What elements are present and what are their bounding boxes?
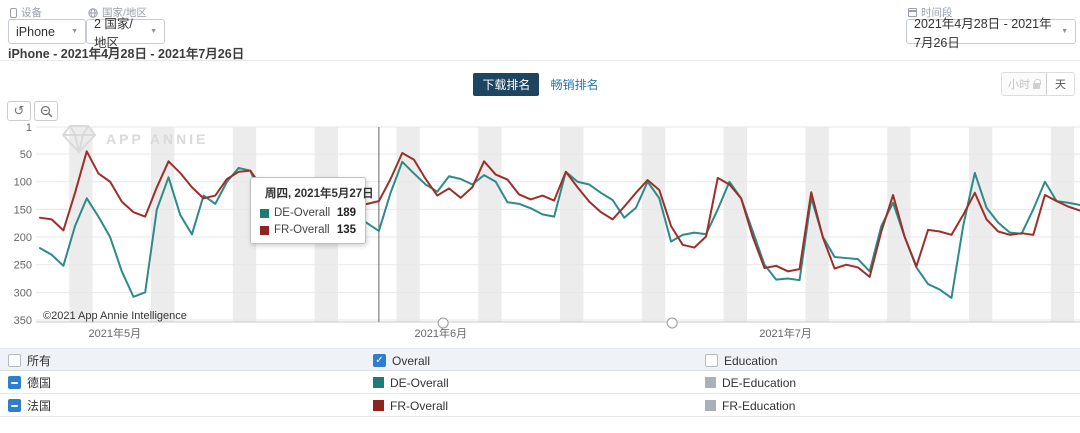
checkbox-unchecked[interactable] bbox=[705, 354, 718, 367]
checkbox-unchecked[interactable] bbox=[8, 354, 21, 367]
reset-zoom-button[interactable]: ↺ bbox=[7, 101, 31, 121]
germany-toggle[interactable]: 德国 bbox=[8, 371, 51, 394]
svg-text:100: 100 bbox=[14, 177, 32, 189]
rank-type-tabs: 下载排名 畅销排名 bbox=[0, 73, 1080, 96]
legend-education-toggle[interactable]: Education bbox=[705, 349, 777, 372]
svg-text:250: 250 bbox=[14, 260, 32, 272]
globe-icon bbox=[88, 7, 98, 18]
de-overall-swatch bbox=[373, 377, 384, 388]
granularity-toggle: 小时 天 bbox=[1001, 72, 1075, 96]
period-label: 时间段 bbox=[908, 5, 953, 20]
chart-tooltip: 周四, 2021年5月27日 DE-Overall 189 FR-Overall… bbox=[250, 177, 374, 244]
reset-icon: ↺ bbox=[13, 103, 25, 118]
de-education-swatch bbox=[705, 377, 716, 388]
legend-overall-toggle[interactable]: Overall bbox=[373, 349, 430, 372]
country-select[interactable]: 2 国家/地区 ▼ bbox=[86, 17, 165, 50]
tooltip-row-de: DE-Overall 189 bbox=[260, 207, 356, 219]
legend-header-row: 所有 Overall Education bbox=[0, 348, 1080, 371]
de-education-series[interactable]: DE-Education bbox=[705, 371, 796, 394]
chart-area: 1 50 100 150 200 250 300 350 2021年5月 2021年6月 2021年… bbox=[0, 100, 1080, 345]
device-label: 设备 bbox=[10, 5, 42, 20]
calendar-icon bbox=[908, 8, 917, 17]
chevron-down-icon: ▼ bbox=[1061, 28, 1068, 35]
fr-overall-swatch bbox=[373, 400, 384, 411]
svg-text:2021年5月: 2021年5月 bbox=[88, 326, 141, 340]
lock-icon bbox=[1033, 78, 1041, 89]
france-toggle[interactable]: 法国 bbox=[8, 394, 51, 417]
svg-text:2021年7月: 2021年7月 bbox=[759, 326, 812, 340]
checkbox-indeterminate[interactable] bbox=[8, 376, 21, 389]
de-overall-series[interactable]: DE-Overall bbox=[373, 371, 449, 394]
svg-text:300: 300 bbox=[14, 287, 32, 299]
legend-table: 所有 Overall Education 德国 DE-Overall bbox=[0, 348, 1080, 417]
tooltip-row-fr: FR-Overall 135 bbox=[260, 224, 356, 236]
page-title: iPhone - 2021年4月28日 - 2021年7月26日 bbox=[8, 47, 245, 61]
svg-text:2021年6月: 2021年6月 bbox=[415, 326, 468, 340]
fr-education-series[interactable]: FR-Education bbox=[705, 394, 795, 417]
legend-row-germany: 德国 DE-Overall DE-Education bbox=[0, 371, 1080, 394]
fr-education-swatch bbox=[705, 400, 716, 411]
chevron-down-icon: ▼ bbox=[71, 28, 78, 35]
chevron-down-icon: ▼ bbox=[150, 28, 157, 35]
de-overall-swatch bbox=[260, 208, 269, 218]
fr-overall-swatch bbox=[260, 225, 269, 235]
tab-grossing-rank[interactable]: 畅销排名 bbox=[550, 78, 599, 92]
copyright-note: ©2021 App Annie Intelligence bbox=[43, 310, 187, 322]
svg-text:1: 1 bbox=[26, 122, 32, 134]
divider bbox=[0, 60, 1080, 61]
svg-text:200: 200 bbox=[14, 232, 32, 244]
phone-icon bbox=[10, 7, 17, 18]
range-slider-handle[interactable] bbox=[437, 317, 449, 329]
checkbox-indeterminate[interactable] bbox=[8, 399, 21, 412]
legend-all-toggle[interactable]: 所有 bbox=[8, 349, 51, 372]
range-slider-handle[interactable] bbox=[666, 317, 678, 329]
zoom-out-button[interactable] bbox=[34, 101, 58, 121]
magnifier-minus-icon bbox=[40, 105, 52, 117]
date-range-select[interactable]: 2021年4月28日 - 2021年7月26日 ▼ bbox=[906, 17, 1076, 50]
checkbox-checked[interactable] bbox=[373, 354, 386, 367]
device-select[interactable]: iPhone ▼ bbox=[8, 19, 86, 44]
svg-text:50: 50 bbox=[20, 149, 32, 161]
svg-text:350: 350 bbox=[14, 315, 32, 327]
day-button[interactable]: 天 bbox=[1046, 73, 1074, 95]
tooltip-date: 周四, 2021年5月27日 bbox=[260, 185, 374, 201]
legend-row-france: 法国 FR-Overall FR-Education bbox=[0, 394, 1080, 417]
country-label: 国家/地区 bbox=[88, 5, 147, 20]
hour-button: 小时 bbox=[1002, 73, 1046, 95]
tab-download-rank[interactable]: 下载排名 bbox=[473, 73, 540, 96]
svg-text:150: 150 bbox=[14, 204, 32, 216]
fr-overall-series[interactable]: FR-Overall bbox=[373, 394, 448, 417]
